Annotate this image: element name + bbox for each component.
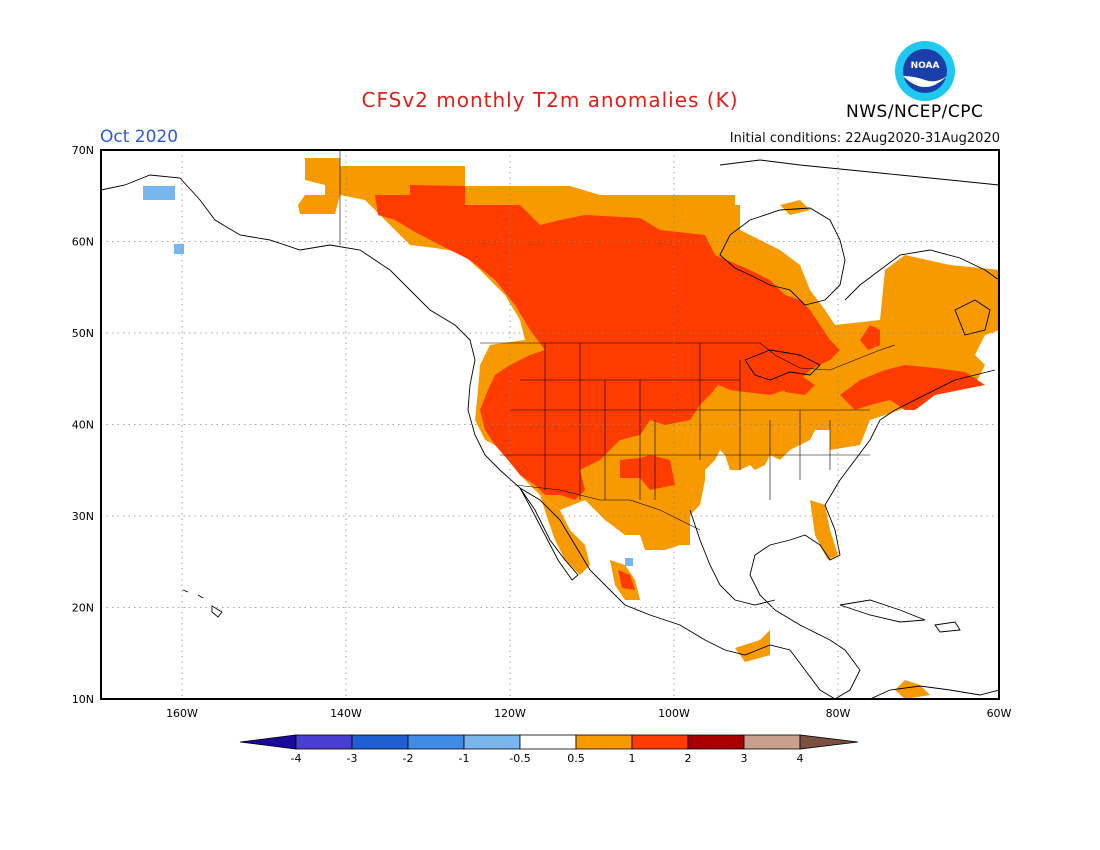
logo-text: NOAA — [911, 61, 940, 71]
color-legend: -4 -3 -2 -1 -0.5 0.5 1 2 3 4 — [239, 734, 859, 765]
legend-label-2: 2 — [685, 752, 692, 765]
legend-label-minus4: -4 — [291, 752, 302, 765]
anomaly-region-red-sw — [620, 455, 675, 490]
forecast-month: Oct 2020 — [100, 127, 179, 147]
legend-label-minus2: -2 — [403, 752, 414, 765]
noaa-logo-icon: NOAA — [895, 41, 955, 101]
border-us-mexico — [514, 484, 701, 531]
anomaly-region-orange-hudson — [780, 200, 810, 215]
coastline-baja — [519, 487, 579, 581]
legend-box-2 — [351, 734, 409, 750]
legend-label-minus3: -3 — [347, 752, 358, 765]
coastline-hawaii — [182, 589, 223, 618]
anomaly-region-blue-alaska — [143, 186, 175, 200]
map-title: CFSv2 monthly T2m anomalies (K) — [361, 88, 739, 112]
lon-label-60w: 60W — [987, 707, 1012, 720]
legend-box-6 — [575, 734, 633, 750]
coastline-hudson-bay — [719, 207, 846, 306]
anomaly-shading — [101, 150, 999, 699]
anomaly-region-blue-mexico — [625, 558, 633, 566]
anomaly-region-red-ne — [840, 365, 985, 410]
coastline-hispaniola — [934, 621, 961, 633]
anomaly-region-orange-camerica — [735, 630, 770, 662]
coastline-south-america — [869, 685, 999, 699]
legend-box-7 — [631, 734, 689, 750]
coastline-newfoundland — [954, 299, 991, 336]
legend-box-1 — [295, 734, 353, 750]
lat-label-60n: 60N — [72, 236, 94, 249]
map-frame — [100, 149, 1000, 700]
legend-label-3: 3 — [741, 752, 748, 765]
lat-label-30n: 30N — [72, 510, 94, 523]
lat-label-50n: 50N — [72, 327, 94, 340]
coastlines — [101, 159, 999, 699]
lon-label-140w: 140W — [330, 707, 362, 720]
coastline-mexico-inner — [689, 509, 776, 606]
anomaly-region-red — [375, 185, 840, 500]
legend-arrow-low — [239, 734, 297, 750]
legend-label-05: 0.5 — [567, 752, 585, 765]
lat-label-10n: 10N — [72, 693, 94, 706]
legend-label-minus1: -1 — [459, 752, 470, 765]
anomaly-region-red-mex — [618, 570, 635, 590]
lon-label-120w: 120W — [494, 707, 526, 720]
anomaly-region-orange-florida — [810, 500, 838, 560]
agency-label: NWS/NCEP/CPC — [846, 102, 984, 122]
boundaries — [339, 150, 896, 531]
coastline-cuba — [839, 599, 926, 623]
legend-label-1: 1 — [629, 752, 636, 765]
legend-box-5 — [519, 734, 577, 750]
graticule — [101, 150, 999, 699]
coastline-labrador — [844, 249, 999, 301]
anomaly-region-red-grt-lakes — [780, 375, 815, 395]
initial-conditions: Initial conditions: 22Aug2020-31Aug2020 — [729, 131, 1000, 146]
border-us-canada — [480, 342, 896, 371]
legend-label-minus05: -0.5 — [509, 752, 530, 765]
legend-label-4: 4 — [797, 752, 804, 765]
lat-label-40n: 40N — [72, 419, 94, 432]
legend-box-9 — [743, 734, 801, 750]
lon-labels: 160W 140W 120W 100W 80W 60W — [166, 707, 1011, 720]
lat-label-20n: 20N — [72, 602, 94, 615]
legend-box-3 — [407, 734, 465, 750]
coastline-gulf — [749, 369, 996, 699]
legend-box-4 — [463, 734, 521, 750]
lon-label-100w: 100W — [658, 707, 690, 720]
lat-labels: 70N 60N 50N 40N 30N 20N 10N — [72, 144, 94, 706]
coastline-arctic — [719, 159, 999, 186]
lon-label-80w: 80W — [826, 707, 851, 720]
anomaly-region-orange-mexico — [540, 495, 590, 575]
legend-box-8 — [687, 734, 745, 750]
coastline-great-lakes — [744, 349, 821, 381]
us-state-lines — [500, 343, 870, 500]
anomaly-region-blue-alaska2 — [174, 244, 184, 254]
lon-label-160w: 160W — [166, 707, 198, 720]
anomaly-region-orange-caribbean — [895, 680, 930, 699]
lat-label-70n: 70N — [72, 144, 94, 157]
anomaly-region-red-quebec — [860, 325, 880, 350]
coastline-north-america — [101, 174, 836, 699]
legend-arrow-high — [799, 734, 859, 750]
